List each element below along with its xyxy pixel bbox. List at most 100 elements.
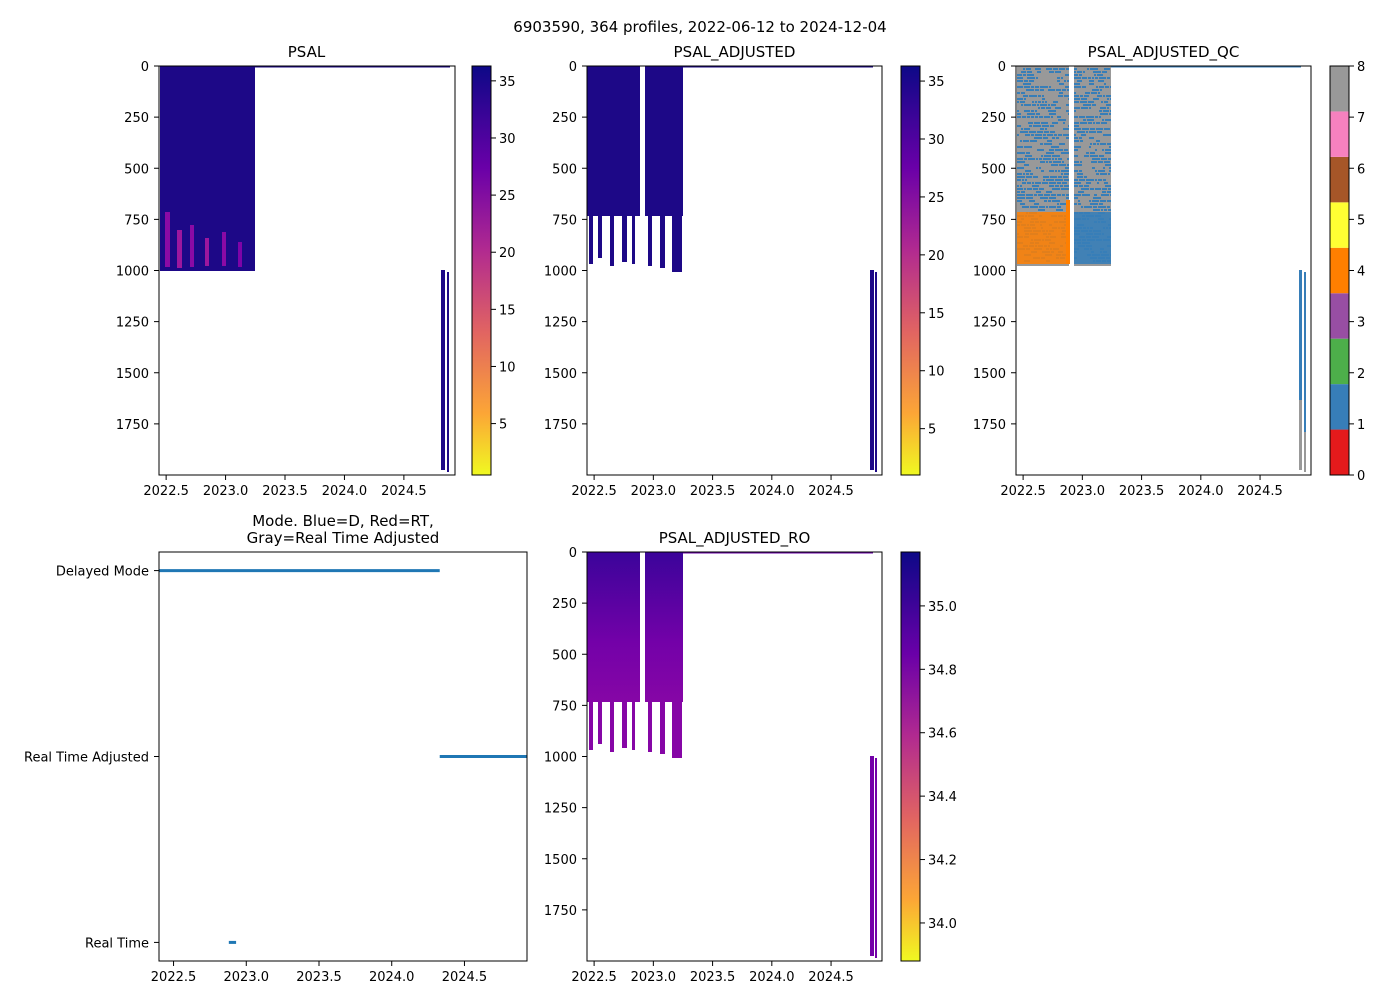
qc-flag1-speckle — [1079, 74, 1082, 76]
qc-flag1-speckle — [1105, 185, 1111, 187]
y-tick-label: 1500 — [116, 367, 149, 382]
qc-flag1-speckle — [1059, 68, 1065, 70]
qc-flag1-speckle — [1068, 98, 1069, 100]
qc-flag1-speckle — [1057, 194, 1061, 196]
qc-flag1-speckle — [1040, 89, 1044, 91]
y-tick-label: 750 — [124, 213, 149, 228]
psal-low-band-2 — [177, 230, 182, 268]
qc-flag1-speckle — [1107, 77, 1110, 79]
qc-flag1-speckle — [1061, 173, 1063, 175]
x-tick-label: 2022.5 — [571, 970, 617, 985]
qc-colorbar-segment — [1330, 338, 1349, 385]
qc-flag1-speckle — [1078, 191, 1084, 193]
qc-flag1-speckle — [1095, 170, 1097, 172]
ro-block-2 — [645, 552, 683, 702]
qc-flag1-speckle — [1024, 80, 1028, 82]
y-tick-label: 750 — [981, 213, 1006, 228]
qc-flag1-speckle — [1105, 149, 1111, 151]
qc-flag1-speckle — [1080, 122, 1087, 124]
colorbar-tick-label: 34.2 — [928, 854, 957, 869]
qc-flag1-speckle — [1100, 113, 1108, 115]
qc-flag1-speckle — [1017, 92, 1020, 94]
qc-flag1-speckle — [1022, 179, 1024, 181]
qc-flag1-speckle — [1064, 80, 1066, 82]
panel-ro-marks — [587, 552, 877, 958]
qc-flag1-speckle — [1017, 158, 1023, 160]
qc-flag1-speckle — [1062, 194, 1065, 196]
qc-flag1-speckle — [1024, 188, 1026, 190]
qc-flag1-speckle — [1074, 137, 1078, 139]
panel-psal-adjusted-title: PSAL_ADJUSTED — [674, 43, 796, 62]
qc-flag1-speckle — [1064, 185, 1069, 187]
qc-flag1-speckle — [1090, 128, 1095, 130]
qc-flag1-speckle — [1038, 107, 1040, 109]
qc-flag1-speckle — [1081, 134, 1086, 136]
qc-flag1-speckle — [1104, 161, 1110, 163]
qc-flag1-speckle — [1051, 116, 1053, 118]
qc-flag1-speckle — [1098, 92, 1100, 94]
qc-flag1-speckle — [1066, 137, 1069, 139]
qc-flag1-speckle — [1090, 203, 1098, 205]
qc-flag1-speckle — [1042, 95, 1044, 97]
qc-flag1-speckle — [1099, 155, 1104, 157]
qc-flag1-speckle — [1110, 86, 1111, 88]
qc-flag1-speckle — [1023, 140, 1029, 142]
qc-flag1-speckle — [1067, 80, 1069, 82]
x-tick-label: 2023.5 — [1119, 484, 1165, 499]
qc-flag1-speckle — [1038, 209, 1045, 211]
qc-flag1-speckle — [1107, 98, 1109, 100]
panel-psal-adjusted-colorbar — [900, 65, 921, 476]
qc-flag1-speckle — [1079, 179, 1085, 181]
qc-flag1-speckle — [1033, 176, 1038, 178]
qc-flag1-speckle — [1081, 188, 1089, 190]
qc-flag1-speckle — [1109, 167, 1111, 169]
qc-flag1-speckle — [1030, 206, 1038, 208]
qc-flag1-speckle — [1024, 146, 1032, 148]
qc-flag8-late-2 — [1304, 432, 1306, 472]
x-tick-label: 2023.0 — [224, 970, 270, 985]
ro-spike-8 — [672, 700, 682, 758]
qc-flag1-speckle — [1052, 200, 1060, 202]
qc-flag1-speckle — [1057, 182, 1061, 184]
qc-flag1-speckle — [1086, 179, 1094, 181]
ro-spike-1 — [589, 698, 593, 750]
qc-flag1-speckle — [1090, 155, 1098, 157]
qc-flag1-speckle — [1037, 131, 1043, 133]
qc-flag1-speckle — [1064, 149, 1068, 151]
qc-flag1-speckle — [1085, 92, 1090, 94]
ro-spike-6 — [648, 700, 652, 752]
qc-flag1-speckle — [1092, 77, 1094, 79]
qc-flag1-speckle — [1079, 137, 1082, 139]
qc-flag1-speckle — [1024, 104, 1031, 106]
colorbar-tick-label: 2 — [1357, 367, 1365, 382]
qc-flag1-speckle — [1057, 116, 1061, 118]
colorbar-tick-label: 1 — [1357, 418, 1365, 433]
qc-flag1-speckle — [1074, 155, 1078, 157]
qc-flag1-speckle — [1074, 92, 1076, 94]
qc-flag1-speckle — [1110, 98, 1111, 100]
colorbar-tick-label: 35 — [499, 75, 516, 90]
colorbar-tick-label: 10 — [928, 365, 945, 380]
qc-flag1-speckle — [1041, 170, 1044, 172]
qc-flag1-band-2 — [1074, 212, 1111, 264]
qc-flag1-speckle — [1017, 116, 1021, 118]
panel-psal-adjusted-ro-y-axis: 0 250 500 750 1000 1250 1500 1750 — [544, 546, 587, 919]
qc-flag1-speckle — [1044, 155, 1051, 157]
panel-mode-title-line-2: Gray=Real Time Adjusted — [247, 529, 440, 547]
qc-flag1-speckle — [1077, 80, 1082, 82]
qc-flag1-speckle — [1030, 173, 1033, 175]
panel-psal-title: PSAL — [288, 43, 326, 61]
qc-flag1-speckle — [1024, 158, 1027, 160]
qc-flag1-speckle — [1046, 107, 1051, 109]
colorbar-tick-label: 10 — [499, 360, 516, 375]
qc-flag1-speckle — [1066, 68, 1069, 70]
qc-flag1-speckle — [1035, 134, 1042, 136]
ro-block-1 — [587, 552, 640, 702]
qc-flag1-speckle — [1024, 86, 1030, 88]
panel-mode-y-axis: Delayed Mode Real Time Adjusted Real Time — [24, 565, 159, 951]
qc-flag1-speckle — [1104, 128, 1110, 130]
y-tick-label: 250 — [981, 111, 1006, 126]
qc-flag1-speckle — [1057, 203, 1059, 205]
qc-flag1-speckle — [1058, 119, 1066, 121]
y-tick-label: 1250 — [544, 316, 577, 331]
